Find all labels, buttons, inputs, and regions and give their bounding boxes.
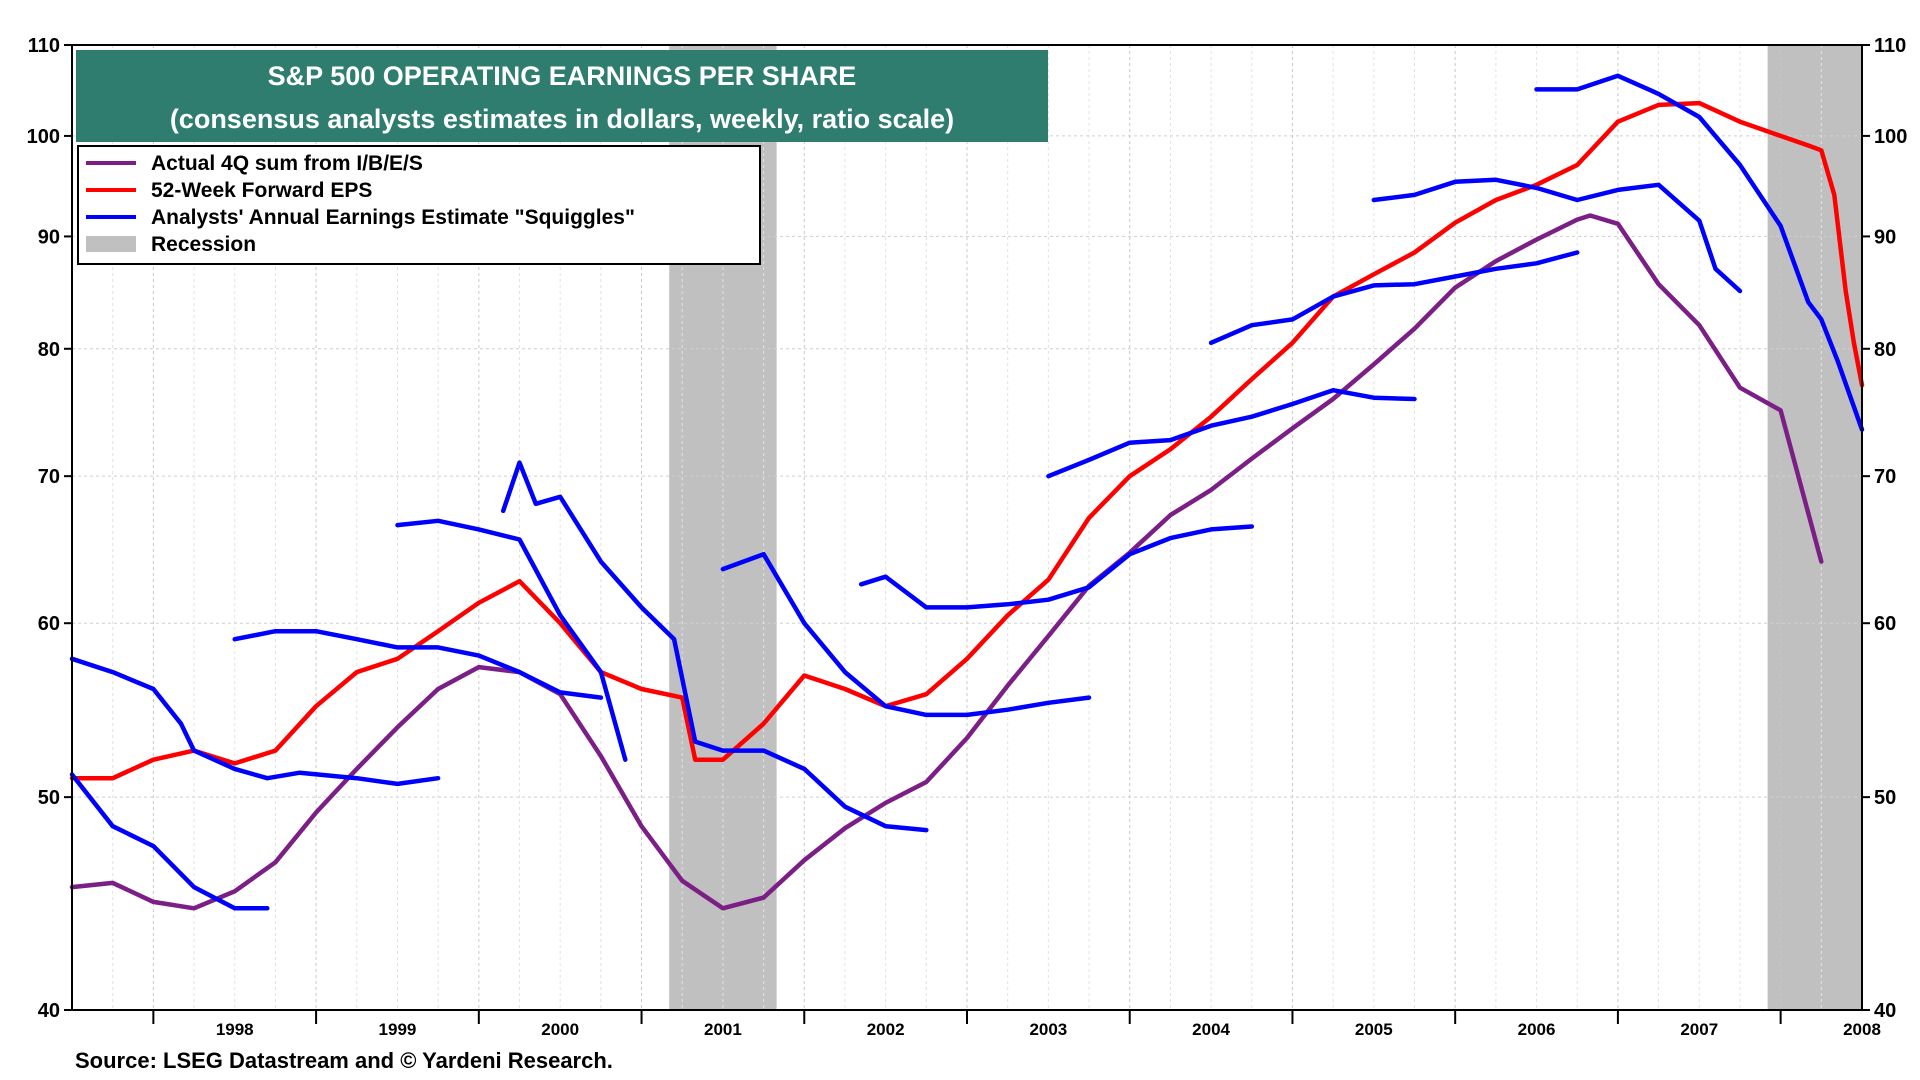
x-tick-label: 2007 (1680, 1020, 1718, 1039)
series-squiggles-5 (720, 551, 1092, 718)
series-squiggles-8 (1208, 250, 1580, 346)
legend-box (77, 145, 761, 265)
legend-swatch-recession (86, 236, 136, 252)
x-tick-label: 2008 (1843, 1020, 1881, 1039)
series-squiggles-6 (858, 524, 1255, 610)
y-tick-label-left: 80 (38, 339, 60, 361)
series-squiggles-2 (232, 628, 604, 700)
y-tick-label-right: 80 (1874, 339, 1896, 361)
legend-label-forward: 52-Week Forward EPS (151, 179, 372, 202)
y-tick-label-left: 110 (28, 35, 60, 57)
source-note: Source: LSEG Datastream and © Yardeni Re… (75, 1048, 613, 1073)
x-tick-label: 2003 (1029, 1020, 1067, 1039)
chart-title: S&P 500 OPERATING EARNINGS PER SHARE (268, 61, 857, 91)
y-tick-label-right: 60 (1874, 613, 1896, 635)
y-tick-label-right: 110 (1874, 35, 1906, 57)
y-axis-right: 40 50 60 70 80 90 100 110 (1862, 35, 1907, 1022)
y-tick-label-right: 40 (1874, 1000, 1896, 1022)
x-tick-label: 2004 (1192, 1020, 1230, 1039)
x-tick-label: 2000 (541, 1020, 579, 1039)
y-tick-label-right: 90 (1874, 226, 1896, 248)
legend: Actual 4Q sum from I/B/E/S 52-Week Forwa… (77, 145, 761, 265)
series-squiggles-0 (69, 656, 441, 787)
y-tick-label-right: 70 (1874, 466, 1896, 488)
x-tick-label: 1998 (216, 1020, 254, 1039)
y-tick-label-right: 50 (1874, 787, 1896, 809)
x-tick-label: 2006 (1518, 1020, 1556, 1039)
x-tick-label: 2002 (867, 1020, 905, 1039)
series-squiggles-3 (395, 518, 628, 762)
series-squiggles-10 (1534, 73, 1865, 432)
y-tick-label-right: 100 (1874, 126, 1907, 148)
x-axis: 1998 1999 2000 2001 2002 2003 2004 2005 2006 2007… (152, 1010, 1881, 1039)
series-lines (69, 73, 1865, 911)
series-squiggles-1 (69, 772, 270, 911)
series-actual (69, 213, 1824, 911)
y-tick-label-left: 90 (38, 226, 60, 248)
title-box: S&P 500 OPERATING EARNINGS PER SHARE (co… (76, 50, 1048, 142)
y-axis-left: 40 50 60 70 80 90 100 110 (27, 35, 72, 1022)
series-squiggles-9 (1371, 177, 1743, 294)
series-squiggles-7 (1046, 387, 1417, 479)
y-tick-label-left: 50 (38, 787, 60, 809)
y-tick-label-left: 40 (38, 1000, 60, 1022)
x-tick-label: 2005 (1355, 1020, 1393, 1039)
chart-subtitle: (consensus analysts estimates in dollars… (170, 104, 954, 134)
recession-band-1 (1767, 45, 1862, 1010)
title-background (76, 50, 1048, 142)
legend-label-recession: Recession (151, 233, 256, 256)
legend-label-actual: Actual 4Q sum from I/B/E/S (151, 152, 423, 175)
legend-label-squiggles: Analysts' Annual Earnings Estimate "Squi… (151, 206, 635, 229)
series-forward (69, 100, 1865, 781)
y-tick-label-left: 100 (27, 126, 60, 148)
x-tick-label: 2001 (704, 1020, 742, 1039)
x-tick-label: 1999 (379, 1020, 417, 1039)
y-tick-label-left: 70 (38, 466, 60, 488)
series-squiggles-4 (500, 460, 929, 833)
y-tick-label-left: 60 (38, 613, 60, 635)
